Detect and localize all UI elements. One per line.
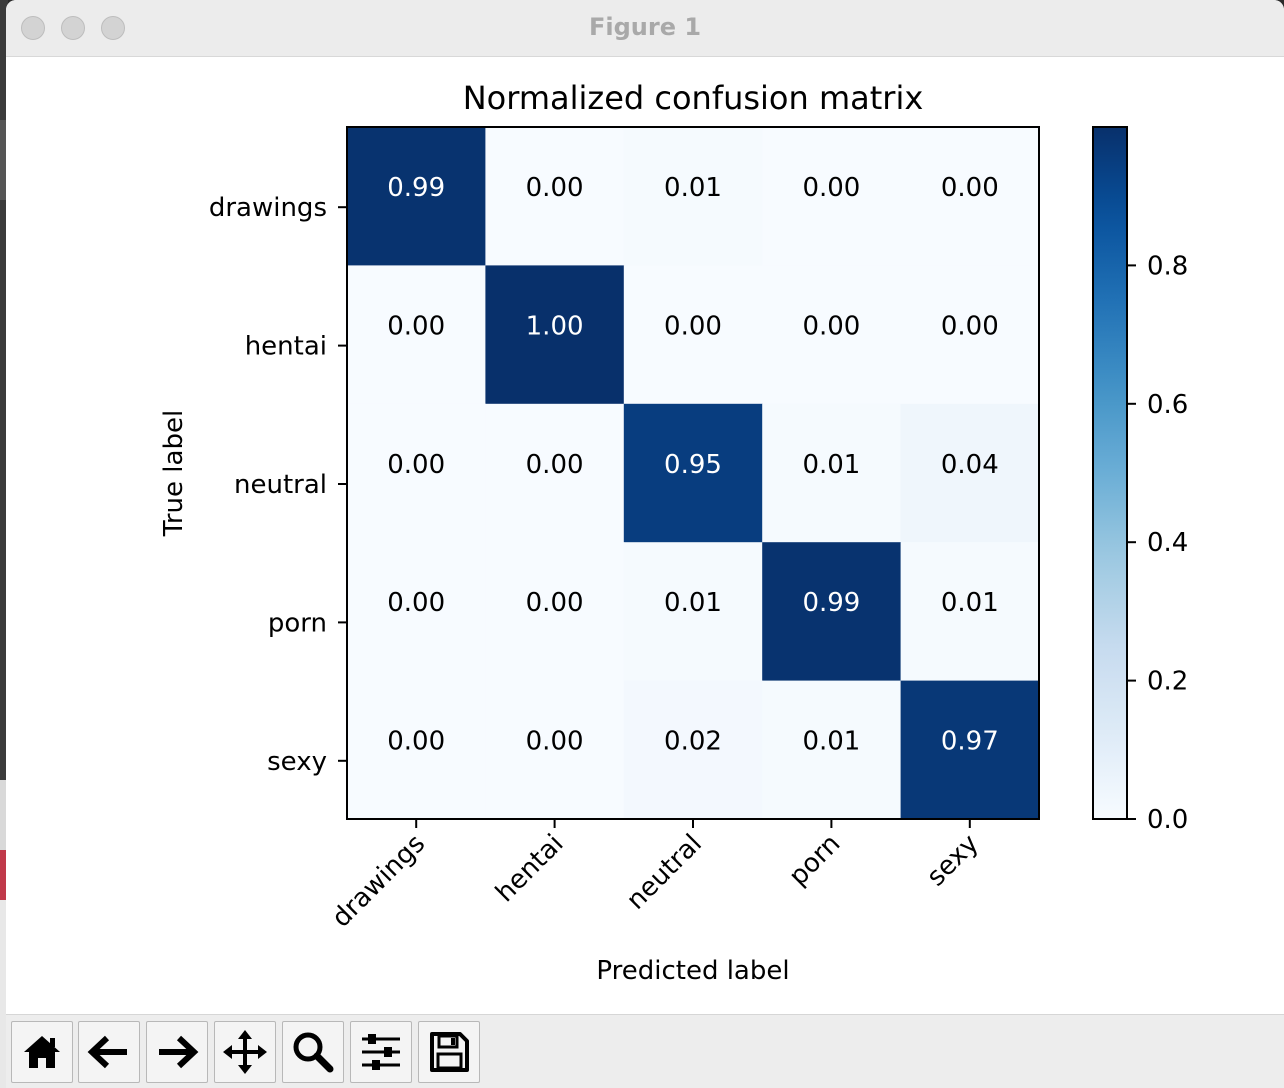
zoom-button[interactable] [282, 1021, 344, 1083]
matrix-cell [485, 403, 625, 543]
matrix-cell [762, 265, 902, 405]
matrix-cell [623, 680, 763, 820]
cell-value-label: 0.00 [941, 311, 999, 341]
x-tick-label: hentai [490, 829, 569, 908]
pan-move-icon [223, 1030, 267, 1074]
forward-arrow-icon [159, 1035, 199, 1069]
y-tick-label: sexy [267, 747, 327, 777]
matrix-cell [762, 680, 902, 820]
back-button[interactable] [78, 1021, 140, 1083]
cell-value-label: 0.00 [387, 450, 445, 480]
matrix-cell [623, 127, 763, 266]
cell-value-label: 0.00 [941, 173, 999, 203]
cell-value-label: 0.04 [941, 450, 999, 480]
home-button[interactable] [11, 1021, 73, 1083]
y-tick-label: drawings [209, 193, 327, 223]
cell-value-label: 0.00 [664, 311, 722, 341]
configure-subplots-button[interactable] [350, 1021, 412, 1083]
y-tick-label: porn [268, 608, 327, 638]
cell-value-label: 0.97 [941, 727, 999, 757]
x-tick-label: neutral [621, 829, 708, 916]
matrix-cell [762, 542, 902, 682]
cell-value-label: 0.00 [526, 450, 584, 480]
colorbar-tick-label: 0.0 [1147, 805, 1188, 835]
save-figure-icon [430, 1032, 469, 1072]
back-arrow-icon [87, 1035, 127, 1069]
cell-value-label: 0.00 [387, 311, 445, 341]
matrix-cell [900, 127, 1040, 266]
matrix-cell [900, 542, 1040, 682]
cell-value-label: 0.01 [802, 727, 860, 757]
matrix-cell [762, 403, 902, 543]
matrix-cell [623, 265, 763, 405]
figure-canvas[interactable]: 0.99 0.00 0.01 0.00 0.00 0.00 1.00 0.00 0.00 0.00… [6, 57, 1284, 1014]
cell-value-label: 0.01 [802, 450, 860, 480]
forward-button[interactable] [146, 1021, 208, 1083]
zoom-magnifier-icon [293, 1032, 334, 1073]
matrix-cell [762, 127, 902, 266]
matrix-cell [485, 265, 625, 405]
cell-value-label: 0.01 [941, 588, 999, 618]
desktop-backdrop [0, 0, 8, 1088]
cell-value-label: 1.00 [526, 311, 584, 341]
y-axis-label: True label [159, 410, 189, 537]
window-title: Figure 1 [588, 13, 702, 41]
colorbar-tick-label: 0.2 [1147, 667, 1188, 697]
close-window-button[interactable] [21, 16, 45, 40]
cell-value-label: 0.99 [387, 173, 445, 203]
matrix-cell [623, 542, 763, 682]
cell-value-label: 0.02 [664, 727, 722, 757]
navigation-toolbar [6, 1014, 1284, 1088]
x-axis-label: Predicted label [596, 956, 789, 986]
cell-value-label: 0.99 [802, 588, 860, 618]
x-tick-label: sexy [921, 829, 985, 893]
figure-window: Figure 1 0.99 0.00 0.01 0.00 0.00 0.00 1.00 0.0… [6, 0, 1284, 1088]
matrix-cell [900, 403, 1040, 543]
cell-value-label: 0.00 [526, 727, 584, 757]
minimize-window-button[interactable] [61, 16, 85, 40]
cell-value-label: 0.00 [802, 311, 860, 341]
colorbar-tick-label: 0.6 [1147, 390, 1188, 420]
x-tick-label: drawings [326, 829, 431, 934]
pan-button[interactable] [214, 1021, 276, 1083]
matrix-cell [347, 127, 486, 266]
matrix-cell [347, 542, 486, 682]
y-tick-label: hentai [245, 332, 327, 362]
cell-value-label: 0.00 [387, 727, 445, 757]
x-tick-label: porn [783, 829, 846, 892]
cell-value-label: 0.00 [802, 173, 860, 203]
zoom-window-button[interactable] [101, 16, 125, 40]
matrix-cell [900, 265, 1040, 405]
y-tick-label: neutral [234, 470, 327, 500]
matrix-cell [347, 680, 486, 820]
matrix-cell [485, 680, 625, 820]
colorbar [1092, 126, 1128, 820]
cell-value-label: 0.00 [387, 588, 445, 618]
cell-value-label: 0.95 [664, 450, 722, 480]
cell-value-label: 0.01 [664, 173, 722, 203]
title-bar[interactable]: Figure 1 [6, 0, 1284, 57]
colorbar-tick-label: 0.4 [1147, 528, 1188, 558]
matrix-cell [485, 127, 625, 266]
chart-title: Normalized confusion matrix [463, 79, 924, 117]
confusion-matrix-chart: 0.99 0.00 0.01 0.00 0.000.00 1.00 0.00 0.00 0.00… [159, 79, 1188, 986]
matrix-cell [347, 265, 486, 405]
matrix-cell [623, 403, 763, 543]
cell-value-label: 0.00 [526, 173, 584, 203]
matrix-cell [485, 542, 625, 682]
matrix-cell [900, 680, 1040, 820]
matrix-cell [347, 403, 486, 543]
cell-value-label: 0.01 [664, 588, 722, 618]
colorbar-tick-label: 0.8 [1147, 251, 1188, 281]
home-icon [24, 1036, 60, 1068]
configure-subplots-icon [362, 1034, 400, 1070]
cell-value-label: 0.00 [526, 588, 584, 618]
save-button[interactable] [418, 1021, 480, 1083]
